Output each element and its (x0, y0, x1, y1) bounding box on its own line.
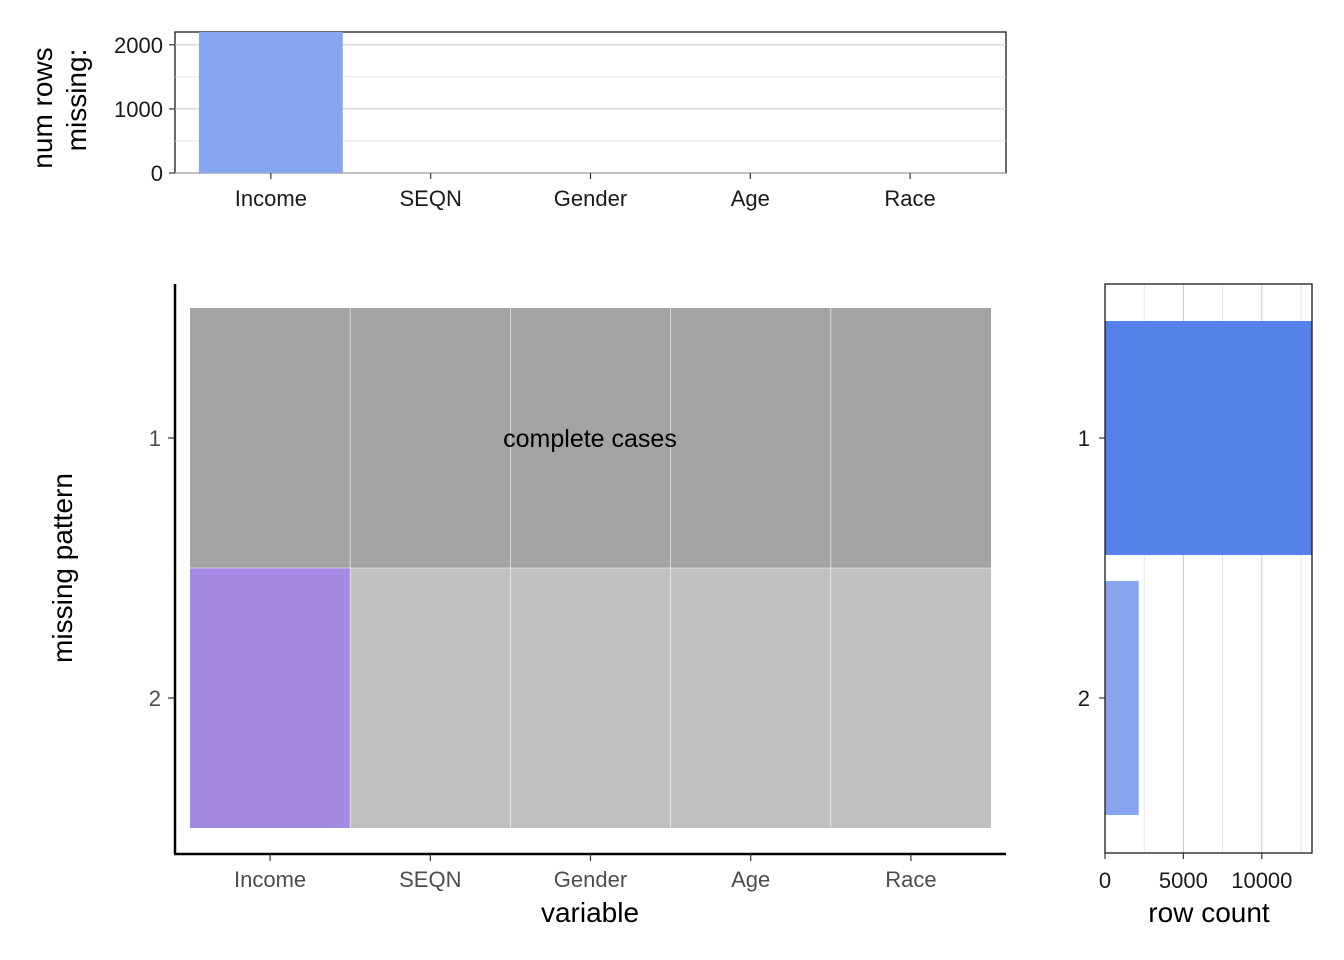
pattern-tiles (190, 308, 991, 828)
missing-pattern-panel: 12 Income SEQN Gender Age Race complete case… (47, 284, 1006, 928)
main-x-ticks: Income SEQN Gender Age Race (234, 854, 937, 892)
main-y-tick-label: 1 (149, 426, 161, 451)
top-y-tick-label: 2000 (114, 33, 163, 58)
right-panel-bars (1105, 321, 1312, 815)
top-panel-x-ticks: Income SEQN Gender Age Race (235, 173, 936, 211)
top-ylabel-line-1: num rows (27, 47, 58, 168)
top-ylabel-line-2: missing: (61, 49, 92, 152)
row-count-bar-1 (1105, 321, 1312, 555)
top-y-tick-label: 0 (151, 161, 163, 186)
right-panel-frame (1104, 283, 1313, 854)
complete-cases-annotation: complete cases (503, 425, 677, 453)
right-y-ticks: 12 (1078, 426, 1105, 711)
right-xlabel: row count (1148, 897, 1270, 928)
main-x-tick-label: Race (885, 867, 936, 892)
right-x-ticks: 0 5000 10000 (1099, 853, 1292, 893)
top-panel-y-ticks: 0 1000 2000 (114, 33, 175, 186)
row-count-panel: 12 0 5000 10000 row count (1078, 283, 1313, 928)
top-x-tick-label: Race (884, 186, 935, 211)
tile-1-Gender (510, 308, 671, 568)
main-x-tick-label: Age (731, 867, 770, 892)
tile-2-SEQN (350, 568, 511, 828)
tile-1-Race (830, 308, 991, 568)
top-bar-Income (198, 32, 343, 173)
right-x-tick-label: 10000 (1231, 868, 1292, 893)
tile-1-Age (670, 308, 831, 568)
tile-2-Gender (510, 568, 671, 828)
main-xlabel: variable (541, 897, 639, 928)
main-y-tick-label: 2 (149, 686, 161, 711)
tile-2-Race (830, 568, 991, 828)
main-y-ticks: 12 (149, 426, 175, 711)
top-x-tick-label: Gender (554, 186, 627, 211)
top-bar-panel: 0 1000 2000 Income SEQN Gender Age Race num ro… (27, 31, 1007, 211)
row-count-bar-2 (1105, 581, 1139, 815)
tile-2-Income (190, 568, 351, 828)
tile-separators (190, 308, 991, 828)
tile-1-SEQN (350, 308, 511, 568)
main-x-tick-label: SEQN (399, 867, 461, 892)
tile-1-Income (190, 308, 351, 568)
right-x-tick-label: 0 (1099, 868, 1111, 893)
tile-2-Age (670, 568, 831, 828)
main-x-tick-label: Gender (554, 867, 627, 892)
main-x-tick-label: Income (234, 867, 306, 892)
right-y-tick-label: 2 (1078, 686, 1090, 711)
top-x-tick-label: Age (731, 186, 770, 211)
right-x-tick-label: 5000 (1159, 868, 1208, 893)
top-panel-bars (198, 32, 343, 173)
top-y-tick-label: 1000 (114, 97, 163, 122)
top-x-tick-label: SEQN (400, 186, 462, 211)
top-x-tick-label: Income (235, 186, 307, 211)
right-y-tick-label: 1 (1078, 426, 1090, 451)
main-ylabel: missing pattern (47, 473, 78, 663)
